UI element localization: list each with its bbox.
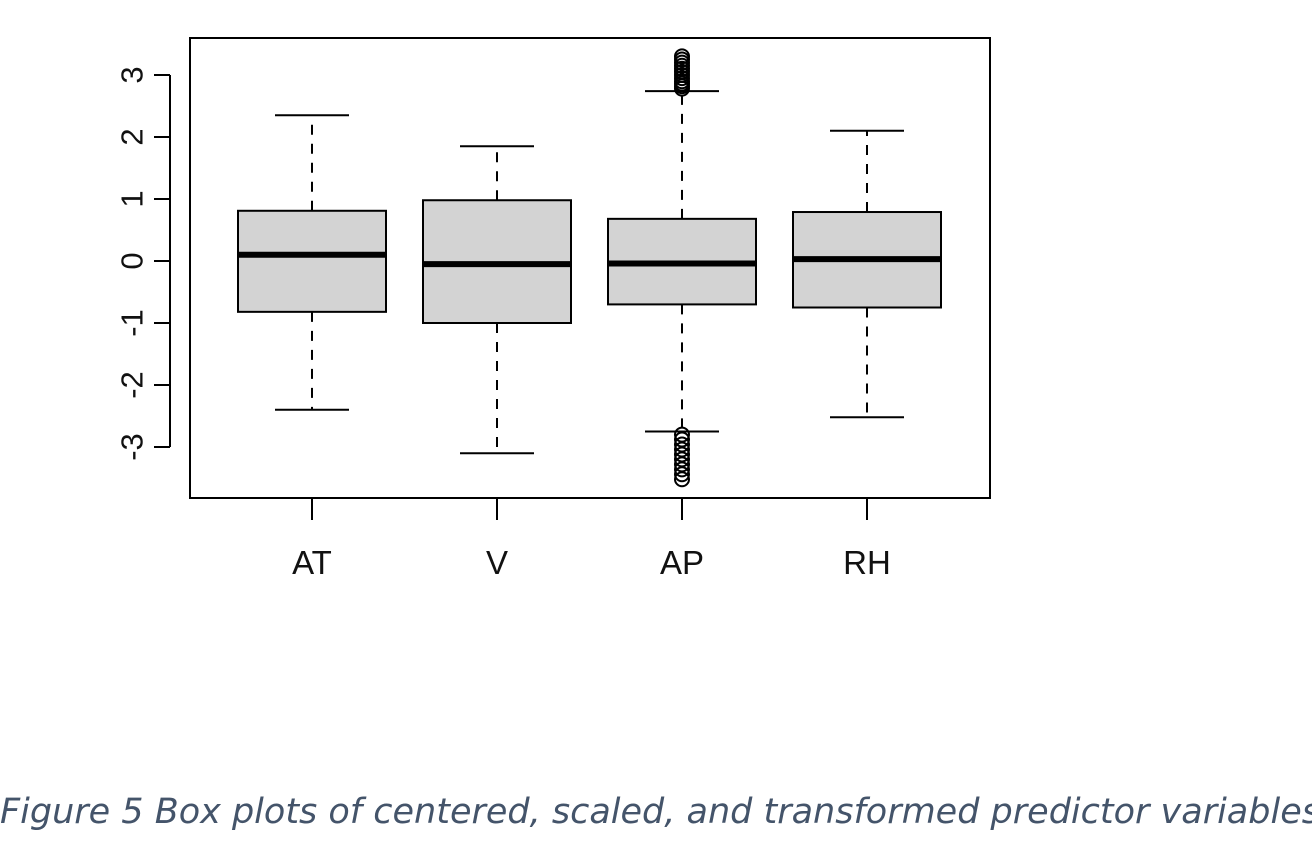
y-axis: -3 -2 -1 0 1 2 3 bbox=[115, 66, 171, 461]
outlier-point bbox=[674, 48, 690, 65]
y-tick-label: -2 bbox=[115, 371, 150, 399]
outlier-point bbox=[674, 461, 690, 478]
box-rh bbox=[792, 129, 942, 419]
box-plot-chart: -3 -2 -1 0 1 2 3 AT V AP RH bbox=[115, 37, 991, 581]
y-tick-label: -3 bbox=[115, 433, 150, 461]
figure-caption: Figure 5 Box plots of centered, scaled, … bbox=[0, 792, 1312, 832]
box-iqr bbox=[237, 209, 387, 313]
outlier-point bbox=[674, 471, 690, 488]
outlier-point bbox=[674, 466, 690, 483]
y-tick-label: 1 bbox=[115, 190, 150, 207]
boxes bbox=[237, 48, 942, 488]
x-tick-label: AP bbox=[660, 544, 704, 581]
box-ap bbox=[607, 48, 757, 488]
x-axis: AT V AP RH bbox=[292, 497, 891, 581]
y-tick-label: -1 bbox=[115, 309, 150, 337]
x-tick-label: RH bbox=[843, 544, 891, 581]
box-v bbox=[422, 145, 572, 455]
x-tick-label: AT bbox=[292, 544, 332, 581]
x-tick-label: V bbox=[486, 544, 508, 581]
y-tick-label: 3 bbox=[115, 66, 150, 83]
y-tick-label: 0 bbox=[115, 252, 150, 269]
box-at bbox=[237, 114, 387, 411]
y-tick-label: 2 bbox=[115, 128, 150, 145]
